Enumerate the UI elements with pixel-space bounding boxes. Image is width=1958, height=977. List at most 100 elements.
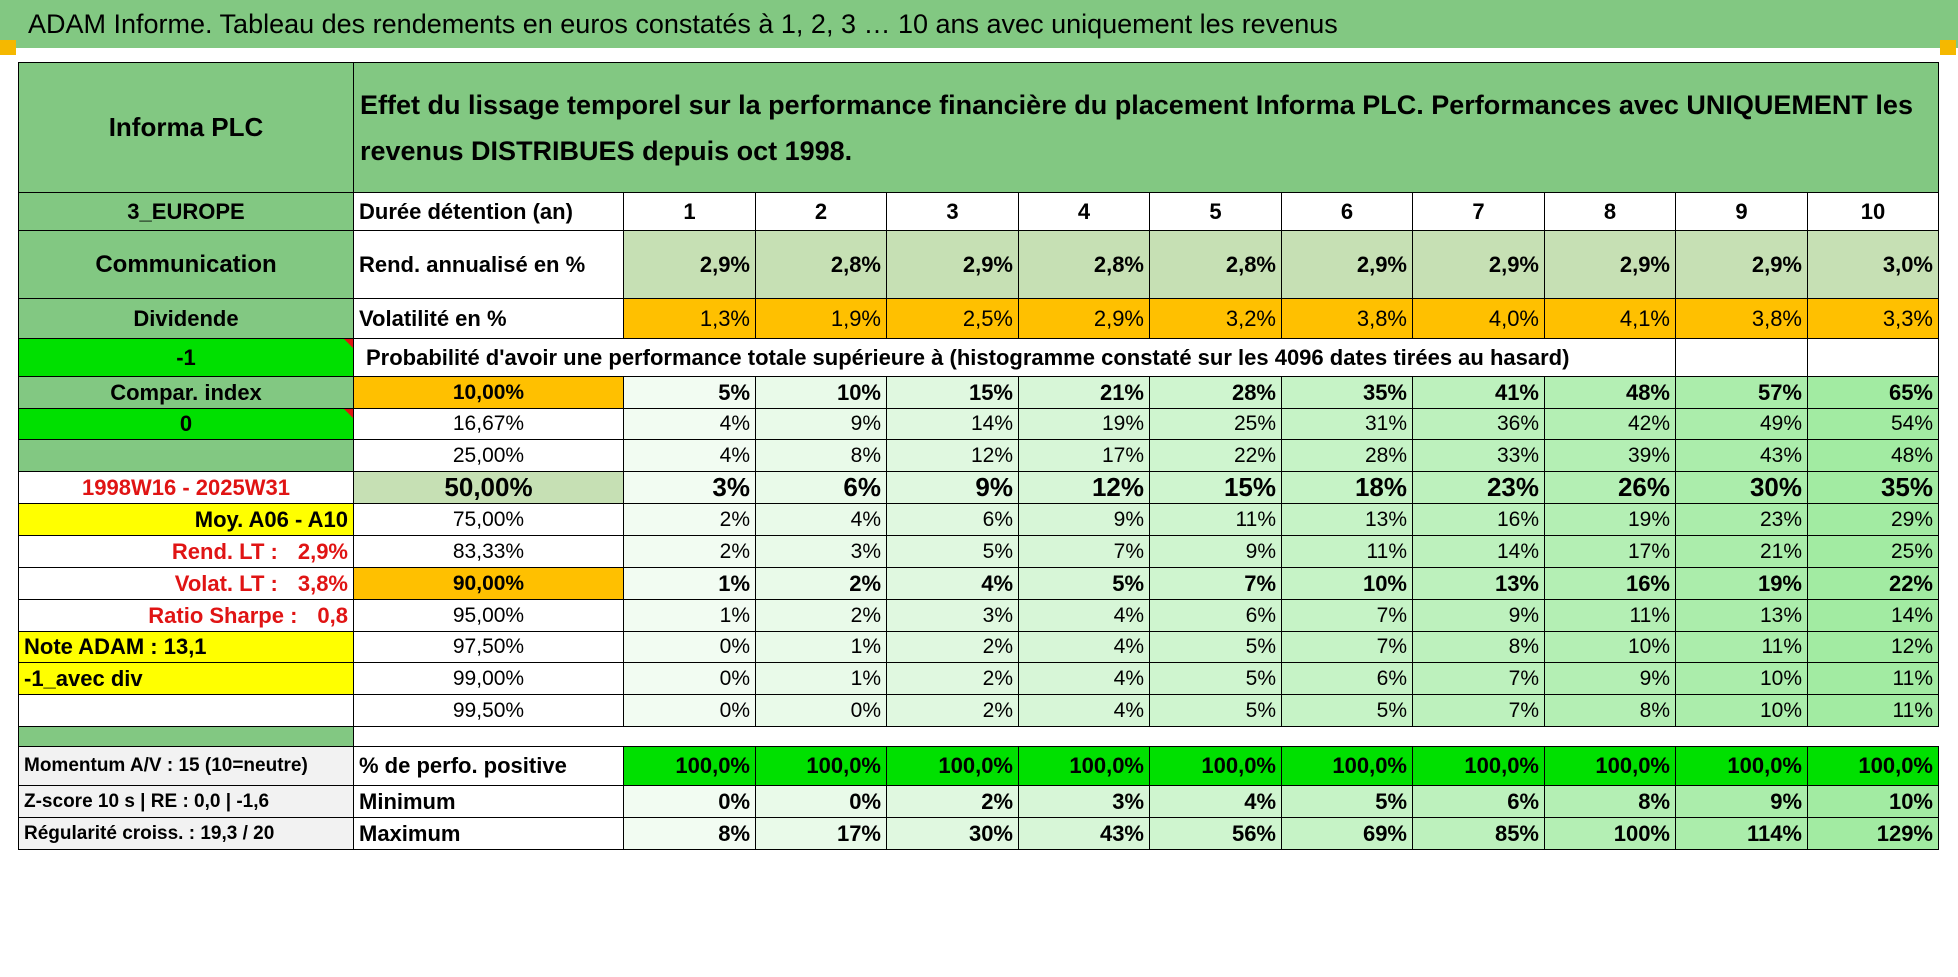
year-header-1: 1 xyxy=(623,192,756,231)
year-header-4: 4 xyxy=(1018,192,1150,231)
threshold-pct: 25,00% xyxy=(353,439,624,472)
prob-value: 2% xyxy=(886,694,1019,727)
moy-cell: Moy. A06 - A10 xyxy=(18,503,354,536)
prob-value: 8% xyxy=(1412,631,1545,663)
rend-value: 2,8% xyxy=(755,230,887,299)
prob-value: 12% xyxy=(1807,631,1939,663)
prob-value: 4% xyxy=(623,408,756,440)
rend-value: 2,9% xyxy=(623,230,756,299)
vol-value: 3,8% xyxy=(1281,298,1413,339)
minus-one-cell[interactable]: -1 xyxy=(18,338,354,377)
prob-value: 6% xyxy=(1281,662,1413,695)
prob-row: 0 16,67% 4% 9% 14% 19% 25% 31% 36% 42% 49% 54% xyxy=(18,408,1939,440)
prob-value: 7% xyxy=(1018,535,1150,568)
left-info-cell: Momentum A/V : 15 (10=neutre) xyxy=(18,746,354,786)
prob-value: 19% xyxy=(1675,567,1808,600)
bottom-value: 8% xyxy=(1544,785,1676,818)
rend-label: Rend. annualisé en % xyxy=(359,251,586,277)
prob-value: 6% xyxy=(755,471,887,504)
prob-row: Rend. LT :2,9% 83,33% 2% 3% 5% 7% 9% 11% 14% 17% 2… xyxy=(18,535,1939,568)
blank-cell xyxy=(18,694,354,727)
prob-value: 9% xyxy=(886,471,1019,504)
performance-table: Informa PLC Effet du lissage temporel su… xyxy=(18,62,1939,850)
rend-value: 2,9% xyxy=(886,230,1019,299)
prob-value: 54% xyxy=(1807,408,1939,440)
zero-cell[interactable]: 0 xyxy=(18,408,354,440)
rend-value: 2,9% xyxy=(1675,230,1808,299)
rend-value: 2,8% xyxy=(1018,230,1150,299)
prob-value: 35% xyxy=(1807,471,1939,504)
year-header-8: 8 xyxy=(1544,192,1676,231)
bottom-value: 100,0% xyxy=(1149,746,1282,786)
year-header-6: 6 xyxy=(1281,192,1413,231)
bottom-value: 100,0% xyxy=(1018,746,1150,786)
year-header-10: 10 xyxy=(1807,192,1939,231)
prob-value: 9% xyxy=(755,408,887,440)
prob-value: 4% xyxy=(1018,631,1150,663)
prob-value: 22% xyxy=(1807,567,1939,600)
prob-value: 22% xyxy=(1149,439,1282,472)
rend-value: 2,9% xyxy=(1412,230,1545,299)
sector-label: Communication xyxy=(95,250,277,278)
prob-value: 43% xyxy=(1675,439,1808,472)
prob-value: 28% xyxy=(1281,439,1413,472)
empty-cell xyxy=(1675,338,1808,377)
prob-value: 11% xyxy=(1807,694,1939,727)
rend-value: 3,0% xyxy=(1807,230,1939,299)
prob-value: 10% xyxy=(755,376,887,409)
prob-value: 5% xyxy=(623,376,756,409)
prob-value: 9% xyxy=(1149,535,1282,568)
bottom-value: 56% xyxy=(1149,817,1282,850)
prob-value: 28% xyxy=(1149,376,1282,409)
prob-value: 5% xyxy=(1281,694,1413,727)
prob-value: 9% xyxy=(1544,662,1676,695)
prob-value: 57% xyxy=(1675,376,1808,409)
bottom-value: 100,0% xyxy=(1281,746,1413,786)
prob-value: 7% xyxy=(1149,567,1282,600)
bottom-value: 85% xyxy=(1412,817,1545,850)
prob-value: 33% xyxy=(1412,439,1545,472)
bottom-value: 0% xyxy=(755,785,887,818)
metric-value: 2,9% xyxy=(297,538,348,564)
prob-value: 25% xyxy=(1149,408,1282,440)
bottom-value: 6% xyxy=(1412,785,1545,818)
prob-value: 2% xyxy=(623,503,756,536)
prob-value: 2% xyxy=(755,599,887,632)
prob-value: 39% xyxy=(1544,439,1676,472)
prob-value: 17% xyxy=(1018,439,1150,472)
duree-label-cell: Durée détention (an) xyxy=(353,192,624,231)
prob-value: 2% xyxy=(755,567,887,600)
metric-label: Volat. LT : xyxy=(174,570,278,596)
prob-value: 15% xyxy=(1149,471,1282,504)
report-title-bar: ADAM Informe. Tableau des rendements en … xyxy=(0,0,1958,48)
prob-value: 48% xyxy=(1807,439,1939,472)
bottom-value: 100,0% xyxy=(623,746,756,786)
prob-label: Probabilité d'avoir une performance tota… xyxy=(366,344,1570,370)
bottom-value: 100,0% xyxy=(1675,746,1808,786)
threshold-pct: 83,33% xyxy=(353,535,624,568)
prob-value: 14% xyxy=(1412,535,1545,568)
bottom-value: 69% xyxy=(1281,817,1413,850)
bottom-value: 8% xyxy=(623,817,756,850)
year-header-2: 2 xyxy=(755,192,887,231)
threshold-pct: 99,50% xyxy=(353,694,624,727)
prob-value: 30% xyxy=(1675,471,1808,504)
prob-value: 4% xyxy=(755,503,887,536)
year-header-9: 9 xyxy=(1675,192,1808,231)
prob-value: 0% xyxy=(623,662,756,695)
rend-value: 2,9% xyxy=(1281,230,1413,299)
bottom-value: 30% xyxy=(886,817,1019,850)
bottom-value: 100,0% xyxy=(1807,746,1939,786)
spacer-empty xyxy=(354,727,1939,747)
prob-value: 11% xyxy=(1544,599,1676,632)
prob-value: 4% xyxy=(623,439,756,472)
volat-lt-cell: Volat. LT : 3,8% xyxy=(18,567,354,600)
left-info-cell: Régularité croiss. : 19,3 / 20 xyxy=(18,817,354,850)
prob-value: 0% xyxy=(623,694,756,727)
vol-value: 3,8% xyxy=(1675,298,1808,339)
prob-value: 13% xyxy=(1675,599,1808,632)
bottom-value: 5% xyxy=(1281,785,1413,818)
prob-value: 3% xyxy=(623,471,756,504)
prob-value: 26% xyxy=(1544,471,1676,504)
bottom-value: 114% xyxy=(1675,817,1808,850)
